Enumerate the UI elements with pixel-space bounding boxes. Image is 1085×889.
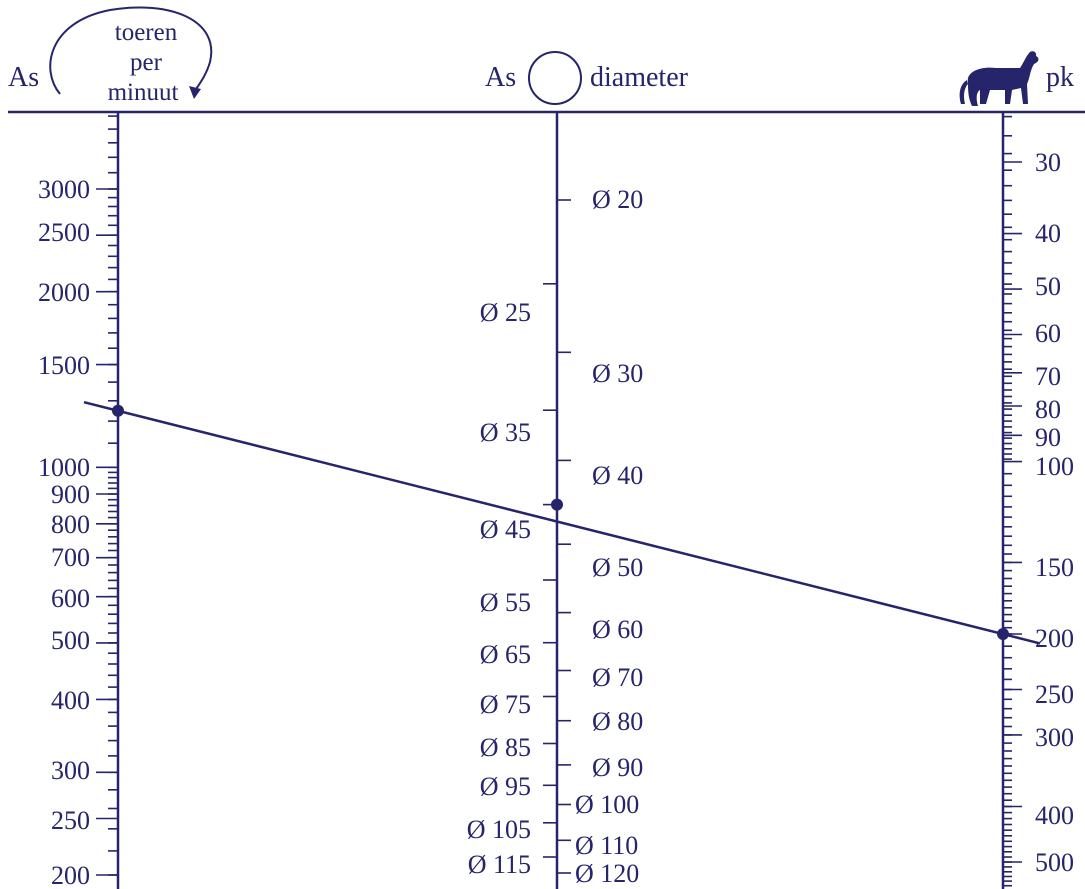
- rpm-tick-label: 700: [51, 543, 90, 572]
- rpm-tick-label: 1000: [38, 453, 90, 482]
- diameter-tick-label: Ø 40: [592, 461, 643, 490]
- isopleth-line: [83, 400, 1041, 645]
- diameter-tick-label: Ø 60: [592, 615, 643, 644]
- pk-tick-label: 400: [1035, 801, 1074, 830]
- rpm-tick-label: 250: [51, 806, 90, 835]
- horse-icon: [959, 51, 1039, 106]
- rpm-axis: [96, 112, 120, 889]
- diameter-tick-label: Ø 45: [480, 515, 531, 544]
- diameter-tick-label: Ø 70: [592, 663, 643, 692]
- rpm-tick-label: 800: [51, 510, 90, 539]
- pk-tick-label: 80: [1035, 395, 1061, 424]
- rpm-tick-label: 1500: [38, 351, 90, 380]
- rpm-tick-label: 300: [51, 756, 90, 785]
- pk-tick-label: 30: [1035, 148, 1061, 177]
- diameter-tick-label: Ø 55: [480, 588, 531, 617]
- pk-tick-label: 100: [1035, 452, 1074, 481]
- isopleth-point-pk: [997, 628, 1009, 640]
- diameter-tick-label: Ø 100: [575, 790, 639, 819]
- diameter-tick-label: Ø 20: [592, 185, 643, 214]
- rpm-tick-label: 900: [51, 480, 90, 509]
- diameter-tick-label: Ø 50: [592, 553, 643, 582]
- diameter-circle-icon: [528, 51, 582, 105]
- rpm-tick-label: 3000: [38, 175, 90, 204]
- left-axis-as-label: As: [8, 62, 39, 93]
- rotation-arrowhead-icon: [189, 86, 201, 99]
- pk-tick-labels: 30 40 50 60 70 80 90 100 150 200 250 300…: [1035, 148, 1074, 877]
- diameter-tick-label: Ø 75: [480, 690, 531, 719]
- pk-axis: [1001, 112, 1022, 889]
- diameter-tick-label: Ø 105: [467, 815, 531, 844]
- rpm-tick-label: 2000: [38, 278, 90, 307]
- diameter-tick-label: Ø 95: [480, 772, 531, 801]
- diameter-right-tick-labels: Ø 20 Ø 30 Ø 40 Ø 50 Ø 60 Ø 70 Ø 80 Ø 90 …: [575, 185, 643, 888]
- diameter-tick-label: Ø 65: [480, 640, 531, 669]
- isopleth-point-diameter: [551, 498, 563, 511]
- diameter-left-tick-labels: Ø 25 Ø 35 Ø 45 Ø 55 Ø 65 Ø 75 Ø 85 Ø 95 …: [467, 298, 531, 879]
- diameter-tick-label: Ø 25: [480, 298, 531, 327]
- diameter-tick-label: Ø 90: [592, 753, 643, 782]
- diameter-tick-label: Ø 85: [480, 733, 531, 762]
- rpm-label-line1: toeren: [115, 19, 178, 46]
- pk-tick-label: 300: [1035, 723, 1074, 752]
- pk-tick-label: 40: [1035, 219, 1061, 248]
- header: As toeren per minuut As diameter pk: [8, 6, 1085, 114]
- rpm-tick-label: 600: [51, 584, 90, 613]
- pk-tick-label: 50: [1035, 272, 1061, 301]
- rpm-label-line3: minuut: [108, 79, 179, 106]
- pk-tick-label: 500: [1035, 848, 1074, 877]
- pk-label: pk: [1046, 62, 1074, 93]
- rpm-tick-label: 200: [51, 861, 90, 889]
- rpm-tick-labels: 3000 2500 2000 1500 1000 900 800 700 600…: [38, 175, 90, 889]
- diameter-tick-label: Ø 35: [480, 418, 531, 447]
- rotation-arrow-icon: [49, 6, 213, 95]
- diameter-label: diameter: [590, 62, 689, 93]
- diameter-tick-label: Ø 80: [592, 707, 643, 736]
- isopleth: [83, 400, 1041, 645]
- pk-tick-label: 60: [1035, 319, 1061, 348]
- pk-tick-label: 70: [1035, 362, 1061, 391]
- isopleth-point-rpm: [112, 404, 124, 417]
- pk-tick-label: 250: [1035, 680, 1074, 709]
- pk-tick-label: 150: [1035, 553, 1074, 582]
- rpm-tick-label: 500: [51, 626, 90, 655]
- diameter-tick-label: Ø 115: [468, 850, 531, 879]
- pk-tick-label: 200: [1035, 624, 1074, 653]
- middle-axis-as-label: As: [485, 62, 516, 93]
- diameter-tick-label: Ø 30: [592, 359, 643, 388]
- rpm-tick-label: 2500: [38, 218, 90, 247]
- rpm-tick-label: 400: [51, 686, 90, 715]
- diameter-tick-label: Ø 110: [575, 831, 638, 860]
- pk-tick-label: 90: [1035, 423, 1061, 452]
- diameter-tick-label: Ø 120: [575, 859, 639, 888]
- rpm-label-line2: per: [130, 49, 163, 76]
